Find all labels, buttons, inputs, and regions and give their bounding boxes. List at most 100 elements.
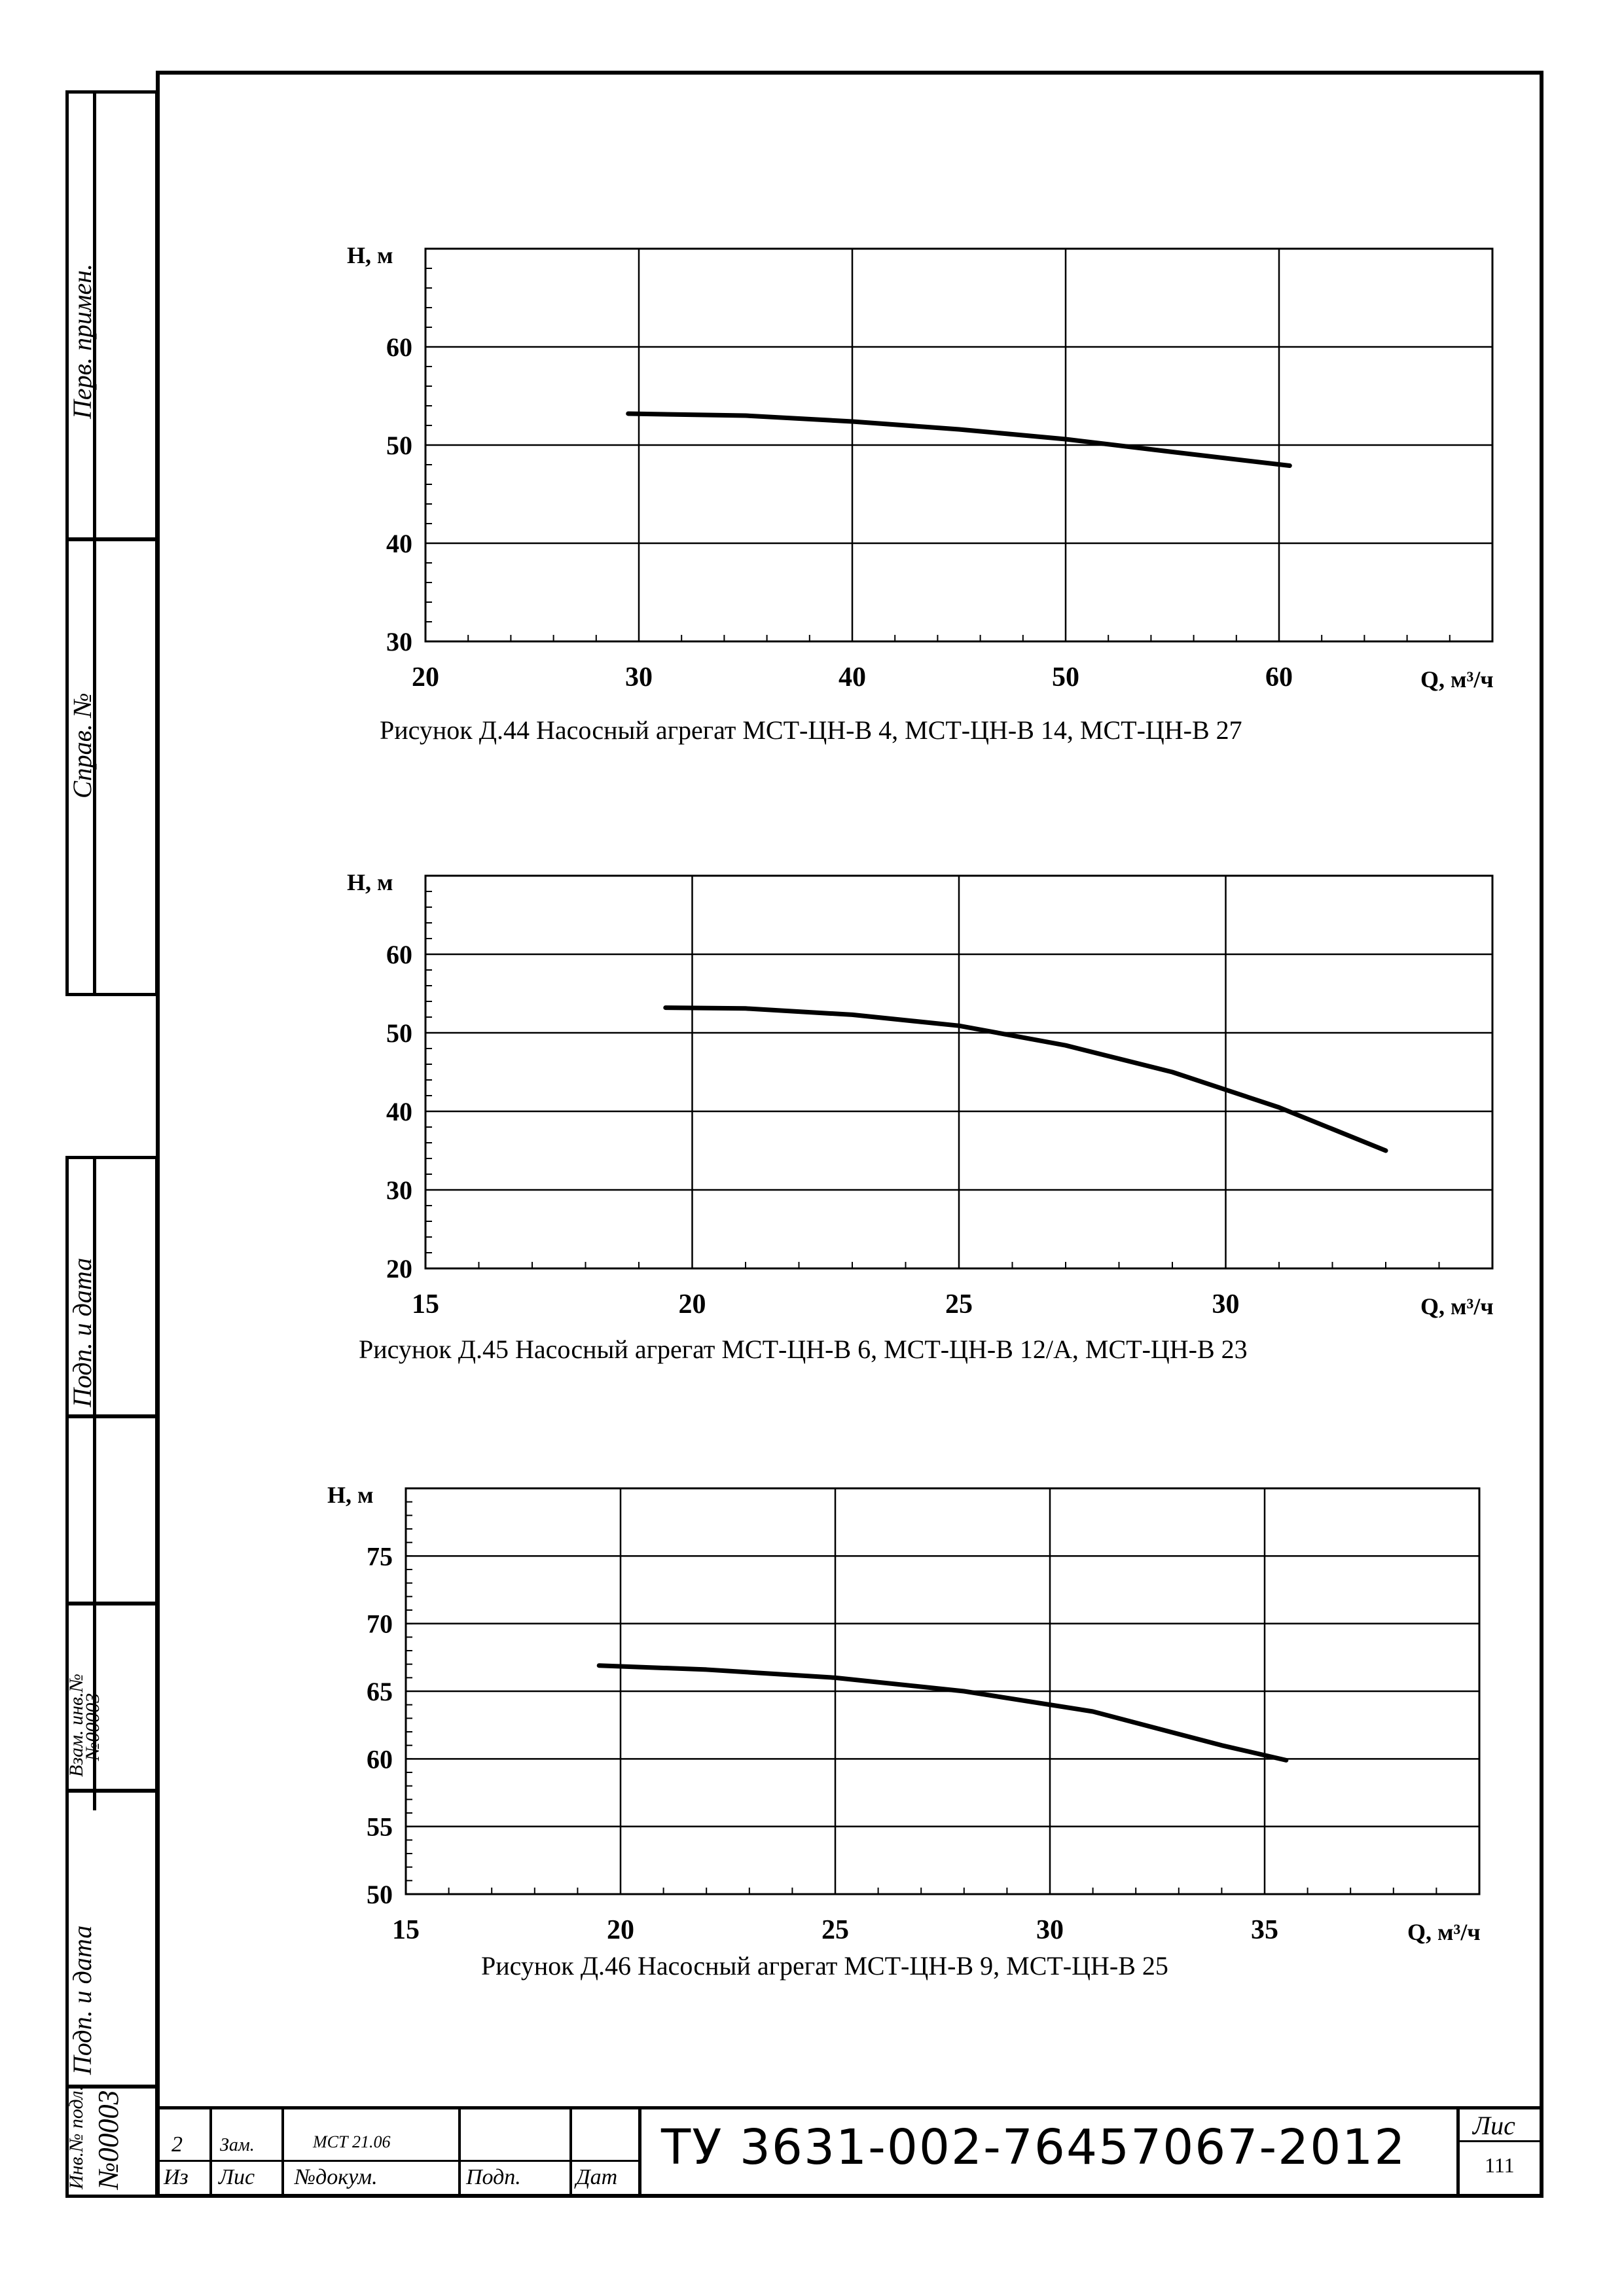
side-label-perv-primen: Перв. примен. bbox=[67, 263, 97, 419]
data-point bbox=[1170, 1070, 1174, 1074]
x-tick-label: 40 bbox=[839, 662, 866, 692]
side-label-sprav: Справ. № bbox=[67, 692, 97, 798]
data-point bbox=[962, 1689, 966, 1693]
data-point bbox=[744, 414, 748, 418]
y-tick-label: 40 bbox=[386, 529, 412, 558]
head-curve-line bbox=[596, 1663, 1289, 1763]
title-block-col-line bbox=[281, 2108, 284, 2198]
data-point bbox=[957, 1024, 961, 1028]
x-axis-label: Q, м³/ч bbox=[1420, 666, 1494, 692]
title-block-col-line bbox=[209, 2108, 212, 2198]
data-point bbox=[1284, 1758, 1288, 1763]
y-axis-label: Н, м bbox=[327, 1482, 374, 1508]
side-value-inv-podl: №00003 bbox=[92, 2090, 124, 2190]
label-podp: Подп. bbox=[466, 2165, 521, 2189]
data-point bbox=[833, 1676, 837, 1680]
data-point bbox=[1277, 1105, 1281, 1109]
document-number: ТУ 3631-002-76457067-2012 bbox=[661, 2119, 1407, 2176]
side-cell-blank bbox=[65, 1415, 158, 1605]
label-list: Лис bbox=[219, 2165, 255, 2189]
y-tick-label: 70 bbox=[367, 1609, 393, 1639]
side-label-podp-data-1: Подп. и дата bbox=[67, 1257, 97, 1407]
x-tick-label: 25 bbox=[821, 1915, 849, 1945]
data-point bbox=[1064, 437, 1068, 441]
data-point bbox=[1064, 1043, 1068, 1048]
side-divider bbox=[93, 538, 96, 996]
sheet-number: 111 bbox=[1485, 2153, 1515, 2177]
x-tick-label: 30 bbox=[1036, 1915, 1064, 1945]
title-block-col-line bbox=[458, 2108, 461, 2198]
data-point bbox=[1219, 1743, 1224, 1748]
x-tick-label: 25 bbox=[945, 1289, 973, 1319]
side-label-podp-data-2: Подп. и дата bbox=[67, 1925, 97, 2075]
y-tick-label: 60 bbox=[367, 1744, 393, 1774]
figure-caption: Рисунок Д.45 Насосный агрегат МСТ-ЦН-В 6… bbox=[359, 1335, 1248, 1364]
x-tick-label: 20 bbox=[607, 1915, 634, 1945]
page-frame bbox=[156, 71, 1543, 2198]
x-tick-label: 30 bbox=[625, 662, 653, 692]
y-tick-label: 40 bbox=[386, 1097, 412, 1126]
side-cell-inv-podl bbox=[65, 2085, 158, 2198]
x-axis-label: Q, м³/ч bbox=[1407, 1919, 1481, 1945]
x-tick-label: 20 bbox=[412, 662, 439, 692]
x-tick-label: 15 bbox=[392, 1915, 420, 1945]
title-block-mid-line bbox=[156, 2160, 640, 2162]
head-curve-line bbox=[663, 1005, 1388, 1153]
data-point bbox=[663, 1005, 668, 1010]
rev-sheet: Зам. bbox=[220, 2135, 255, 2155]
x-tick-label: 35 bbox=[1251, 1915, 1278, 1945]
y-tick-label: 50 bbox=[367, 1880, 393, 1909]
y-tick-label: 65 bbox=[367, 1677, 393, 1706]
y-tick-label: 50 bbox=[386, 431, 412, 460]
data-point bbox=[1384, 1149, 1388, 1153]
y-axis-label: Н, м bbox=[347, 242, 393, 268]
data-point bbox=[626, 412, 630, 416]
data-point bbox=[597, 1663, 602, 1668]
x-axis-label: Q, м³/ч bbox=[1420, 1293, 1494, 1319]
side-label-inv-podl: Инв.№ подл. bbox=[65, 2085, 87, 2189]
data-point bbox=[704, 1667, 709, 1672]
side-divider bbox=[93, 1156, 96, 1810]
y-tick-label: 30 bbox=[386, 1175, 412, 1205]
data-point bbox=[1288, 463, 1292, 468]
y-tick-label: 30 bbox=[386, 627, 412, 656]
y-tick-label: 20 bbox=[386, 1254, 412, 1283]
title-block-col-line bbox=[1456, 2108, 1460, 2198]
title-block-col-line bbox=[638, 2108, 641, 2198]
x-tick-label: 30 bbox=[1212, 1289, 1240, 1319]
y-tick-label: 75 bbox=[367, 1541, 393, 1571]
x-tick-label: 60 bbox=[1265, 662, 1293, 692]
rev-number: 2 bbox=[171, 2132, 183, 2157]
figure-caption: Рисунок Д.44 Насосный агрегат МСТ-ЦН-В 4… bbox=[380, 715, 1242, 745]
pump-curve-chart-46: 50 55 60 65 70 75 15 20 25 30 35 Н, м Q, м³/ч bbox=[327, 1482, 1481, 1945]
data-point bbox=[744, 1006, 748, 1011]
data-point bbox=[1170, 450, 1174, 454]
x-tick-label: 20 bbox=[679, 1289, 706, 1319]
title-block-sheet-line bbox=[1456, 2140, 1543, 2142]
y-tick-label: 60 bbox=[386, 332, 412, 362]
sheet-label: Лис bbox=[1473, 2111, 1515, 2140]
side-cell-sprav bbox=[65, 538, 158, 996]
title-block-col-line bbox=[569, 2108, 572, 2198]
side-value-vzam-inv: №00003 bbox=[82, 1693, 103, 1761]
y-tick-label: 55 bbox=[367, 1812, 393, 1842]
label-doc: №докум. bbox=[295, 2165, 378, 2189]
y-tick-label: 60 bbox=[386, 940, 412, 969]
data-point bbox=[850, 420, 854, 423]
x-tick-label: 50 bbox=[1052, 662, 1079, 692]
y-tick-label: 50 bbox=[386, 1018, 412, 1048]
label-izm: Из bbox=[164, 2165, 189, 2189]
y-axis-label: Н, м bbox=[347, 869, 393, 895]
side-divider bbox=[93, 90, 96, 541]
head-curve-line bbox=[626, 411, 1292, 468]
data-point bbox=[850, 1013, 854, 1017]
rev-doc: МСТ 21.06 bbox=[313, 2132, 391, 2151]
data-point bbox=[957, 427, 961, 431]
figure-caption: Рисунок Д.46 Насосный агрегат МСТ-ЦН-В 9… bbox=[481, 1951, 1168, 1981]
data-point bbox=[1091, 1710, 1095, 1713]
x-tick-label: 15 bbox=[412, 1289, 439, 1319]
title-block-top-line bbox=[156, 2106, 1543, 2109]
label-data: Дат bbox=[576, 2165, 618, 2189]
